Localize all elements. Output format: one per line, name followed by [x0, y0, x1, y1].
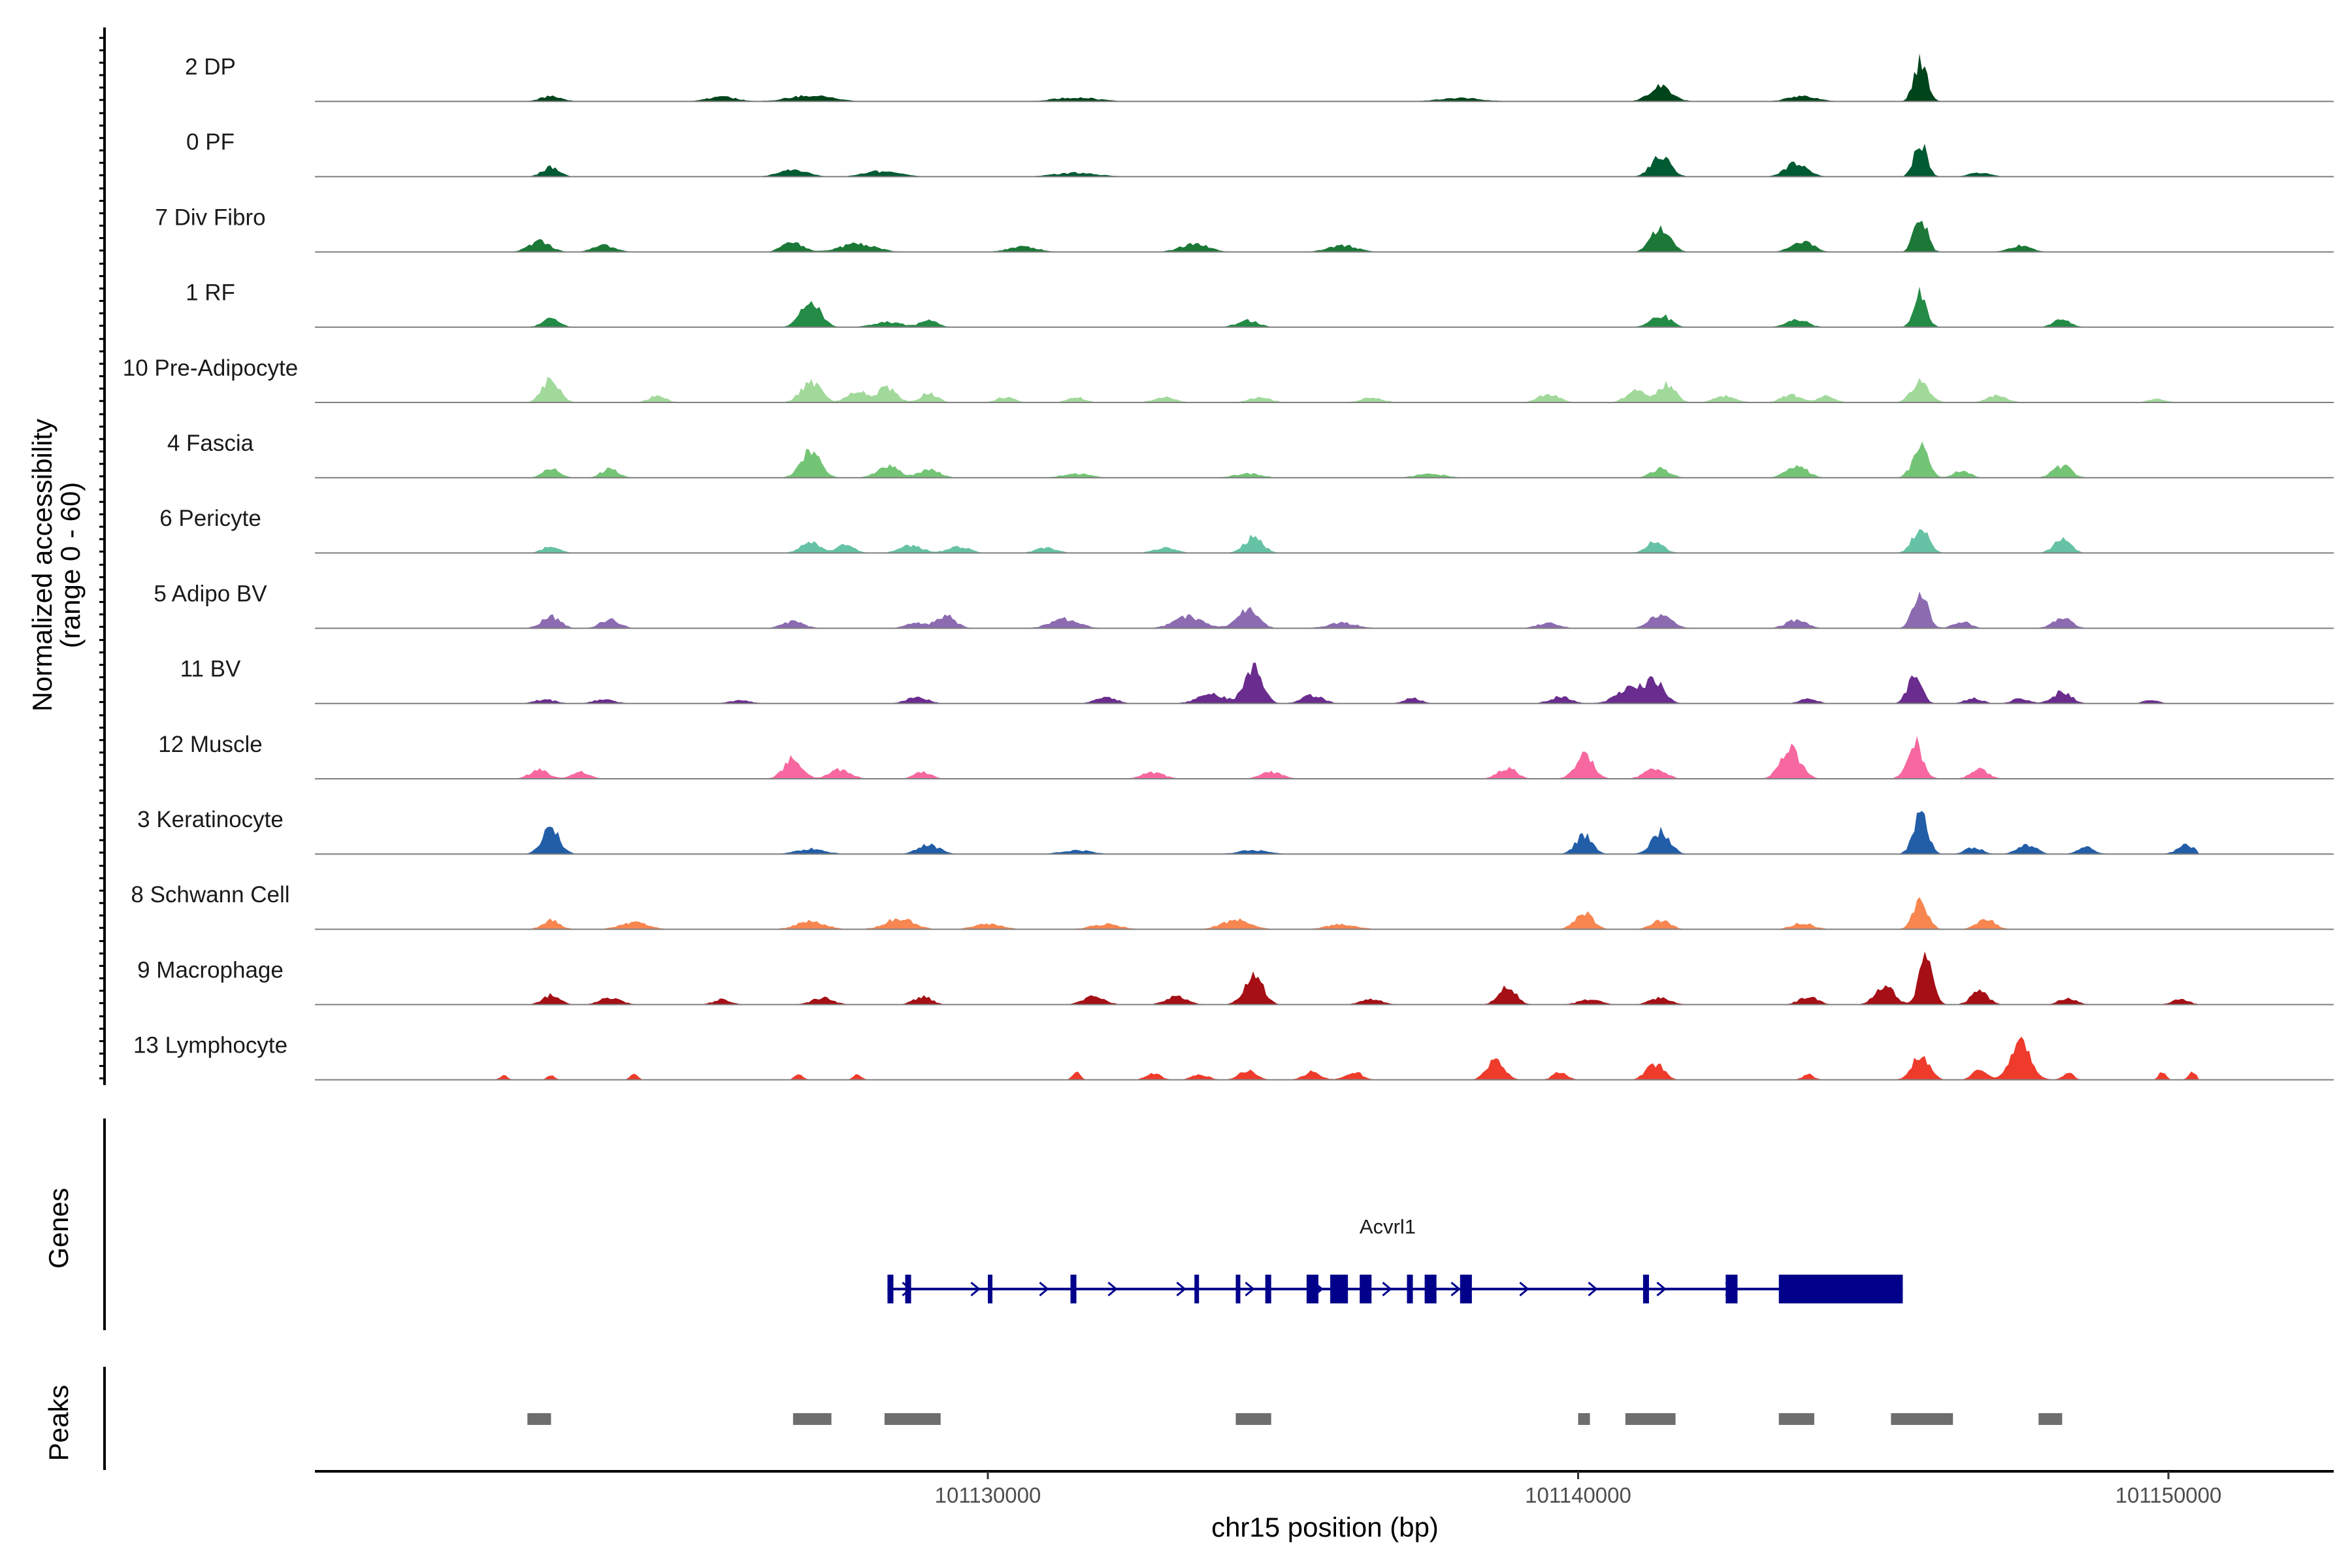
track-label: 3 Keratinocyte [137, 807, 284, 832]
peak-region [1625, 1413, 1676, 1425]
track-label: 13 Lymphocyte [133, 1033, 287, 1058]
genes-panel [103, 1119, 1903, 1330]
track-label: 0 PF [186, 129, 235, 155]
coverage-area [315, 53, 2334, 102]
y-axis [99, 27, 106, 1085]
strand-arrow [1588, 1281, 1598, 1297]
strand-arrow [1039, 1281, 1049, 1297]
peak-region [792, 1413, 832, 1425]
gene-exon [1360, 1275, 1372, 1303]
coverage-area [315, 811, 2334, 855]
track-label: 2 DP [185, 54, 236, 80]
gene-exon [1306, 1275, 1318, 1303]
track-5: 4 Fascia [167, 431, 2334, 479]
coverage-area [315, 529, 2334, 553]
peak-region [1891, 1413, 1953, 1425]
track-8: 11 BV [180, 657, 2334, 704]
strand-arrow [1656, 1281, 1667, 1297]
strand-arrow [1519, 1281, 1529, 1297]
track-label: 12 Muscle [158, 732, 263, 757]
coverage-area [315, 144, 2334, 177]
peaks-panel-label: Peaks [43, 1385, 74, 1462]
gene-exon [1460, 1275, 1472, 1303]
coverage-area [315, 662, 2334, 704]
peak-region [1235, 1413, 1271, 1425]
gene-exon [1194, 1275, 1200, 1303]
peaks-panel [103, 1367, 2063, 1470]
track-label: 7 Div Fibro [155, 204, 265, 230]
coverage-area [315, 591, 2334, 629]
strand-arrow [1107, 1281, 1118, 1297]
y-axis-title: Normalized accessibility [27, 419, 57, 711]
gene-exon [1424, 1275, 1437, 1303]
strand-arrow [1245, 1281, 1255, 1297]
gene-exon [988, 1275, 992, 1303]
track-9: 12 Muscle [158, 732, 2334, 779]
x-tick-label: 101140000 [1525, 1483, 1631, 1507]
coverage-area [315, 1036, 2334, 1080]
track-12: 9 Macrophage [137, 951, 2334, 1005]
gene-exon [1642, 1275, 1649, 1303]
coverage-area [315, 220, 2334, 252]
track-label: 10 Pre-Adipocyte [123, 355, 298, 381]
track-2: 7 Div Fibro [155, 204, 2334, 253]
gene-exon [1235, 1275, 1241, 1303]
coverage-area [315, 377, 2334, 402]
peak-region [2038, 1413, 2063, 1425]
gene-exon [1330, 1275, 1348, 1303]
coverage-area [315, 441, 2334, 478]
coverage-area [315, 951, 2334, 1005]
coverage-area [315, 286, 2334, 327]
gene-exon [1070, 1275, 1077, 1303]
gene-exon [887, 1275, 894, 1303]
track-4: 10 Pre-Adipocyte [123, 355, 2334, 403]
gene-exon [905, 1275, 911, 1303]
track-1: 0 PF [186, 129, 2334, 178]
gene-exon [1265, 1275, 1271, 1303]
x-axis-title: chr15 position (bp) [1211, 1512, 1439, 1543]
track-label: 1 RF [186, 280, 235, 306]
y-axis-subtitle: (range 0 - 60) [55, 482, 86, 648]
gene-label: Acvrl1 [1360, 1215, 1416, 1238]
track-13: 13 Lymphocyte [133, 1033, 2334, 1081]
coverage-area [315, 736, 2334, 779]
genes-panel-label: Genes [43, 1188, 74, 1269]
track-11: 8 Schwann Cell [131, 882, 2334, 930]
track-label: 11 BV [180, 657, 241, 682]
track-label: 5 Adipo BV [154, 581, 267, 606]
strand-arrow [970, 1281, 981, 1297]
strand-arrow [1382, 1281, 1392, 1297]
peak-region [1778, 1413, 1814, 1425]
track-6: 6 Pericyte [159, 506, 2334, 554]
track-0: 2 DP [185, 53, 2334, 103]
gene-exon [1725, 1275, 1738, 1303]
coverage-area [315, 897, 2334, 930]
x-tick-label: 101150000 [2115, 1483, 2222, 1507]
strand-arrow [1450, 1281, 1461, 1297]
track-7: 5 Adipo BV [154, 581, 2334, 629]
track-10: 3 Keratinocyte [137, 807, 2334, 855]
track-label: 6 Pericyte [159, 506, 261, 531]
coverage-tracks: 2 DP 0 PF 7 Div Fibro 1 RF 10 Pre-Adipocyte 4… [123, 53, 2334, 1081]
gene-exon [1778, 1275, 1903, 1303]
gene-exon [1407, 1275, 1413, 1303]
peak-region [884, 1413, 941, 1425]
x-axis: 101130000 101140000 101150000 [315, 1470, 2334, 1507]
track-label: 9 Macrophage [137, 957, 284, 983]
x-tick-label: 101130000 [935, 1483, 1041, 1507]
track-label: 4 Fascia [167, 431, 254, 456]
track-3: 1 RF [186, 280, 2334, 328]
strand-arrow [1176, 1281, 1186, 1297]
track-label: 8 Schwann Cell [131, 882, 289, 907]
peak-region [527, 1413, 551, 1425]
peak-region [1578, 1413, 1590, 1425]
